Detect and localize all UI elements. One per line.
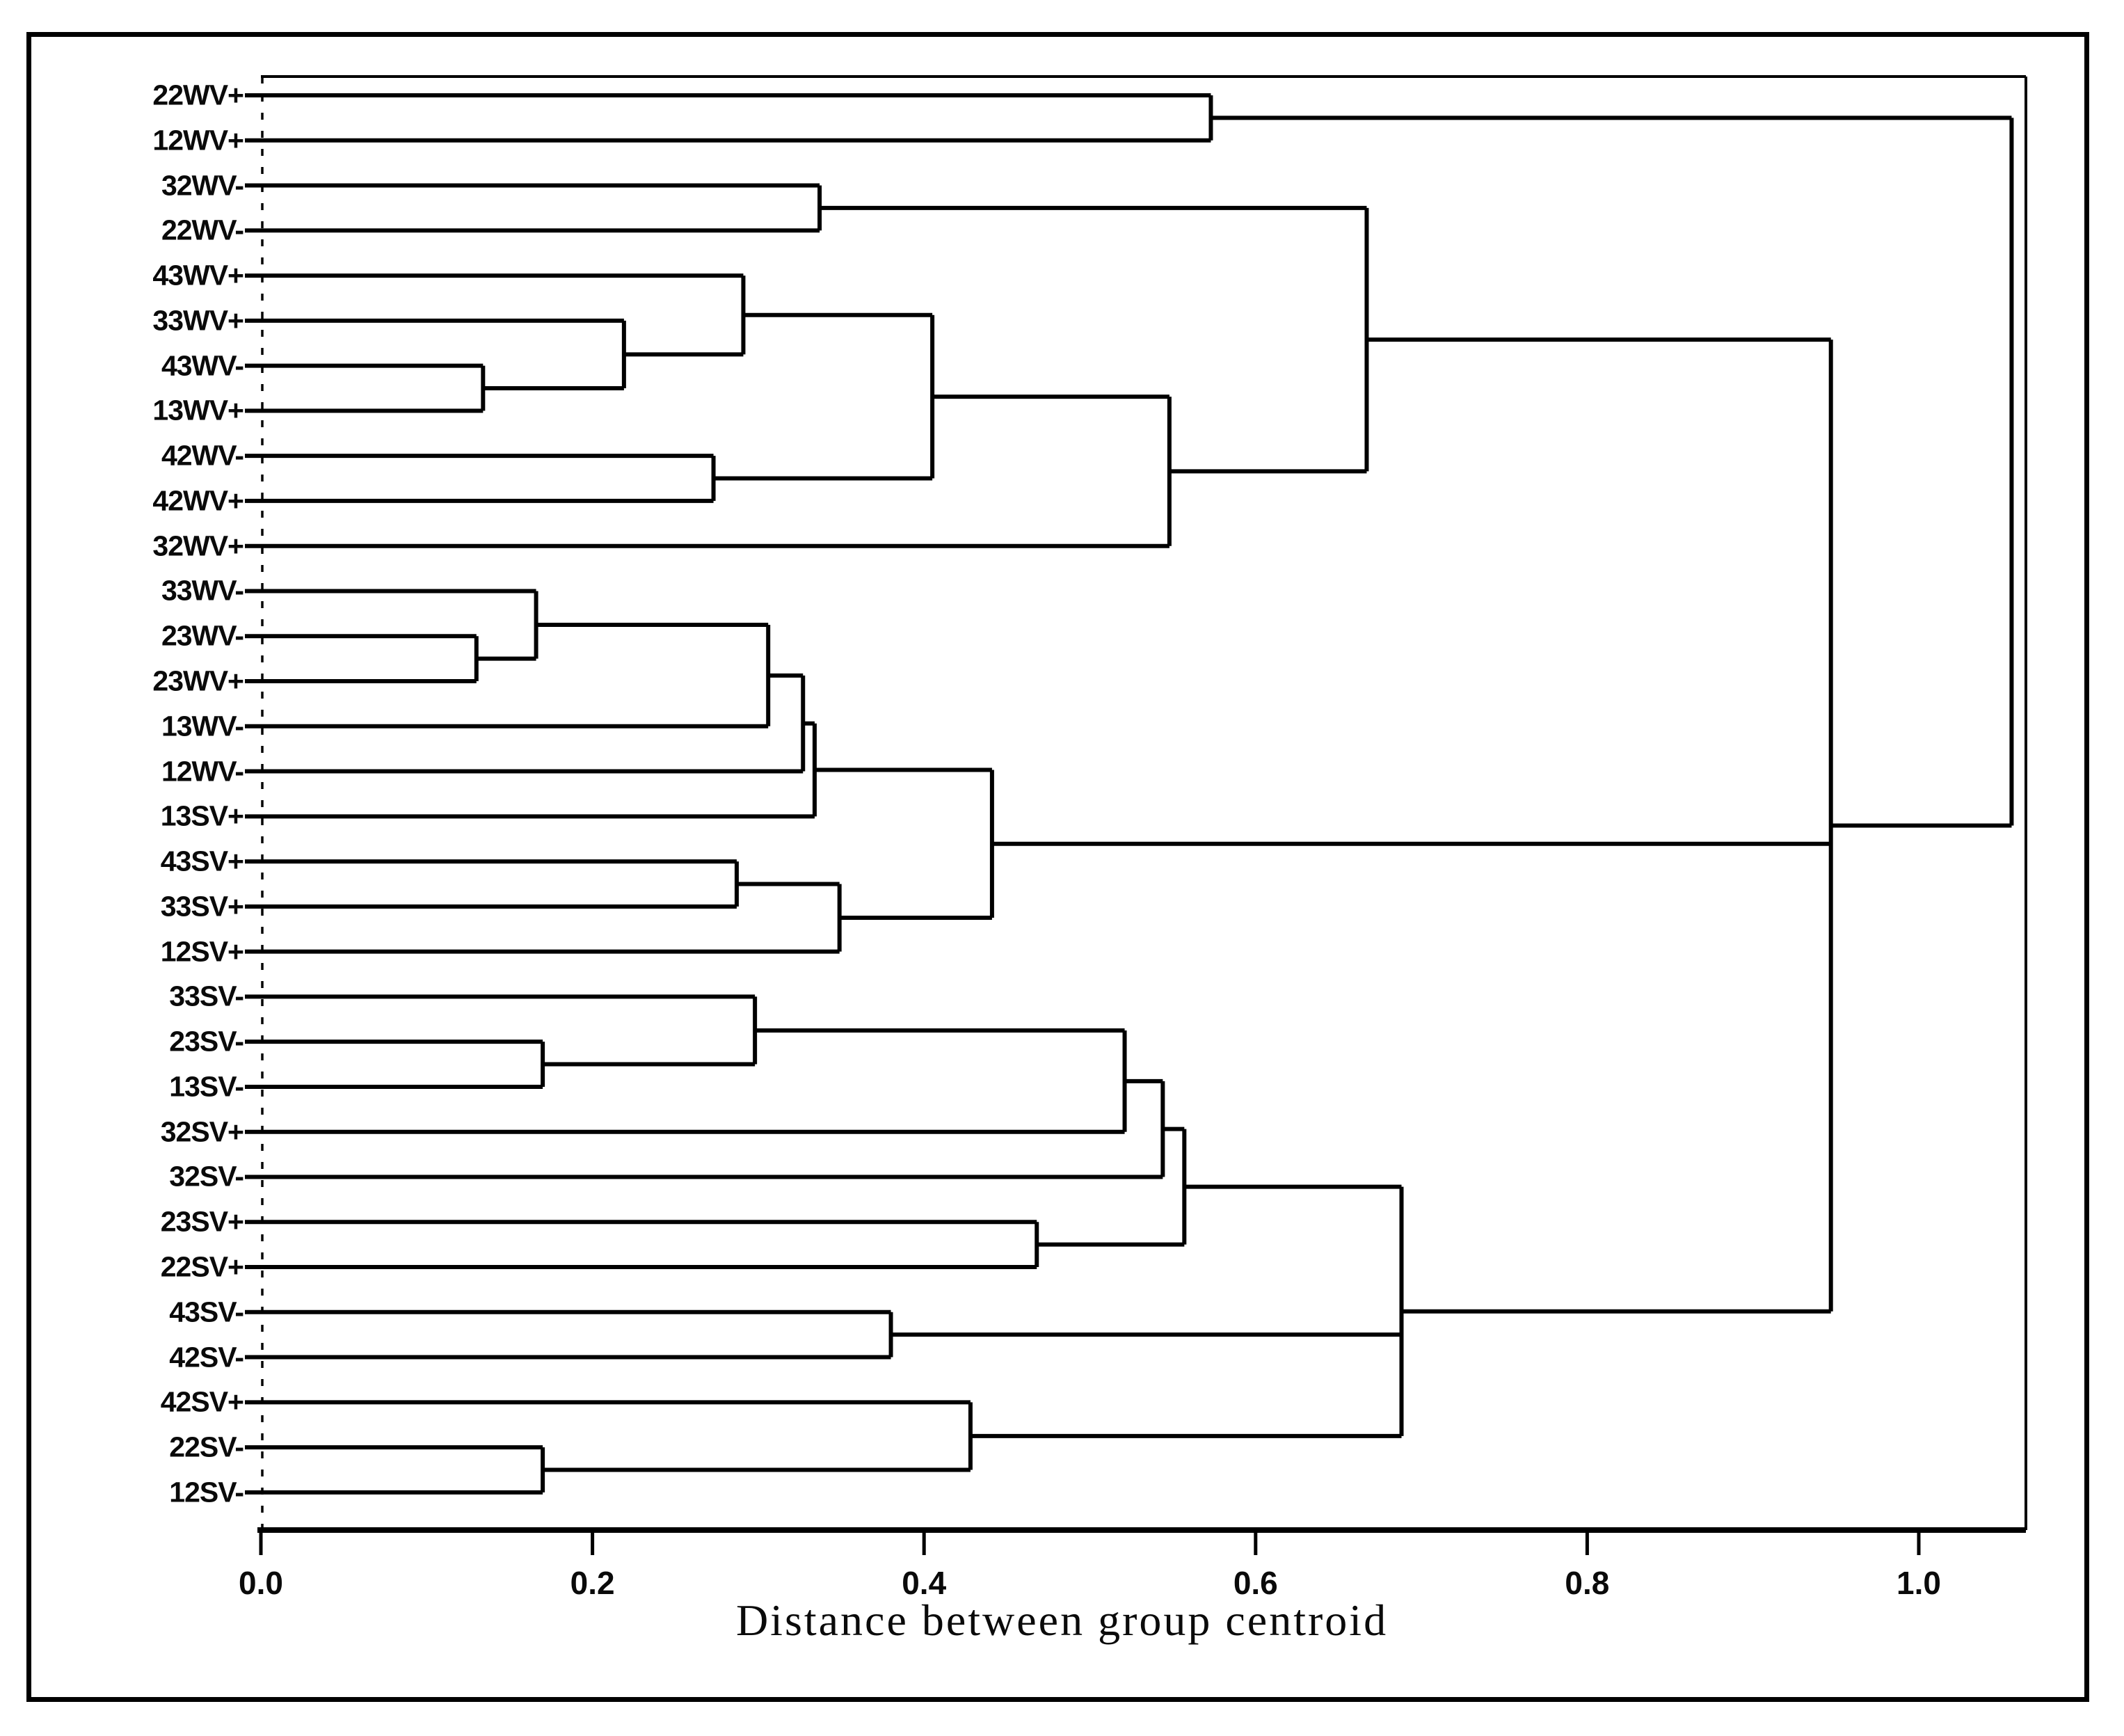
- leaf-label: 42SV+: [160, 1385, 244, 1418]
- leaf-label: 33SV+: [160, 890, 244, 923]
- leaf-label: 42SV-: [169, 1341, 244, 1373]
- leaf-label: 43WV-: [161, 349, 244, 382]
- leaf-label: 12WV+: [152, 124, 244, 157]
- leaf-label: 13SV+: [160, 799, 244, 832]
- leaf-label: 23SV+: [160, 1205, 244, 1238]
- figure-border: [26, 32, 2089, 1702]
- leaf-label: 13WV-: [161, 710, 244, 742]
- leaf-label: 22WV+: [152, 79, 244, 111]
- leaf-label: 42WV-: [161, 439, 244, 472]
- leaf-label: 43SV-: [169, 1296, 244, 1328]
- x-tick-label: 0.0: [239, 1565, 283, 1601]
- x-tick-label: 0.8: [1565, 1565, 1610, 1601]
- leaf-label: 32WV+: [152, 529, 244, 562]
- leaf-label: 33SV-: [169, 980, 244, 1012]
- leaf-label: 22SV+: [160, 1250, 244, 1283]
- leaf-label: 23WV+: [152, 664, 244, 697]
- leaf-label: 12SV-: [169, 1476, 244, 1508]
- x-tick-label: 1.0: [1897, 1565, 1941, 1601]
- leaf-label: 33WV+: [152, 304, 244, 337]
- x-tick-label: 0.4: [902, 1565, 947, 1601]
- leaf-label: 32SV+: [160, 1115, 244, 1148]
- leaf-label: 23SV-: [169, 1025, 244, 1058]
- leaf-label: 42WV+: [152, 484, 244, 517]
- leaf-label: 33WV-: [161, 574, 244, 607]
- leaf-label: 43SV+: [160, 845, 244, 877]
- leaf-label: 12WV-: [161, 755, 244, 788]
- leaf-label: 22WV-: [161, 214, 244, 246]
- leaf-label: 32SV-: [169, 1160, 244, 1193]
- axis-title: Distance between group centroid: [735, 1595, 1389, 1645]
- leaf-label: 32WV-: [161, 169, 244, 202]
- leaf-label: 12SV+: [160, 935, 244, 968]
- leaf-label: 13WV+: [152, 394, 244, 427]
- leaf-label: 22SV-: [169, 1431, 244, 1463]
- leaf-label: 43WV+: [152, 259, 244, 292]
- leaf-label: 23WV-: [161, 619, 244, 652]
- x-tick-label: 0.2: [570, 1565, 615, 1601]
- x-tick-label: 0.6: [1233, 1565, 1278, 1601]
- leaf-label: 13SV-: [169, 1070, 244, 1103]
